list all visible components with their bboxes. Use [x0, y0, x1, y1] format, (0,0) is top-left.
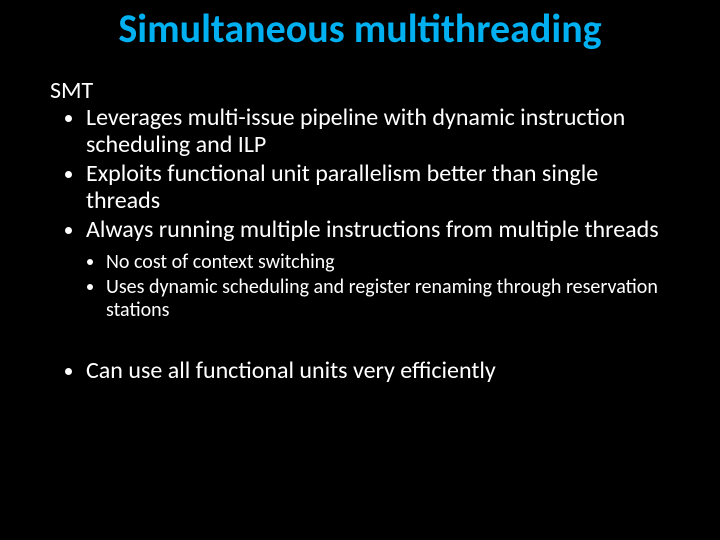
bullet-list-1: Leverages multi-issue pipeline with dyna…: [58, 105, 670, 245]
bullet-list-3: Can use all functional units very effici…: [58, 358, 670, 387]
slide-body: SMT Leverages multi-issue pipeline with …: [0, 50, 720, 387]
slide: Simultaneous multithreading SMT Leverage…: [0, 0, 720, 540]
list-item: Can use all functional units very effici…: [86, 358, 670, 387]
bullet-list-2: No cost of context switching Uses dynami…: [78, 251, 670, 324]
list-item: Uses dynamic scheduling and register ren…: [106, 276, 670, 324]
list-item: Always running multiple instructions fro…: [86, 217, 670, 246]
subheading: SMT: [50, 76, 670, 105]
list-item: Exploits functional unit parallelism bet…: [86, 161, 670, 217]
list-item: Leverages multi-issue pipeline with dyna…: [86, 105, 670, 161]
list-item: No cost of context switching: [106, 251, 670, 276]
slide-title: Simultaneous multithreading: [0, 0, 720, 50]
